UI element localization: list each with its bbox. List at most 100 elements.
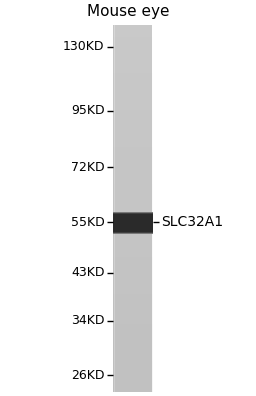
Bar	[115, 25, 139, 392]
Bar	[113, 269, 153, 276]
Bar	[113, 165, 153, 171]
Bar	[113, 337, 153, 343]
Text: 43KD: 43KD	[71, 266, 104, 279]
Bar	[113, 367, 153, 373]
Bar	[113, 306, 153, 312]
Text: 34KD: 34KD	[71, 314, 104, 327]
Bar	[114, 25, 129, 392]
Bar	[113, 251, 153, 257]
Bar	[114, 25, 121, 392]
Bar	[113, 380, 153, 386]
Bar	[115, 25, 148, 392]
Bar	[113, 25, 114, 392]
Bar	[114, 25, 124, 392]
Bar	[113, 147, 153, 153]
Bar	[113, 30, 153, 37]
Bar	[115, 25, 150, 392]
Bar	[113, 74, 153, 80]
Bar	[113, 276, 153, 282]
Bar	[114, 25, 122, 392]
Bar	[113, 104, 153, 110]
Bar	[115, 25, 152, 392]
Bar	[115, 25, 133, 392]
Bar	[115, 25, 141, 392]
Bar	[113, 25, 153, 30]
Bar	[113, 294, 153, 300]
Bar	[114, 25, 118, 392]
Bar	[113, 233, 153, 234]
Text: SLC32A1: SLC32A1	[162, 215, 223, 229]
Bar	[115, 25, 135, 392]
Bar	[115, 25, 144, 392]
Bar	[113, 227, 153, 233]
Bar	[113, 190, 153, 196]
Text: 26KD: 26KD	[71, 369, 104, 382]
Bar	[113, 141, 153, 147]
Bar	[115, 25, 147, 392]
Bar	[115, 25, 136, 392]
Bar	[113, 214, 153, 221]
Bar	[113, 312, 153, 318]
Bar	[115, 25, 146, 392]
Bar	[114, 25, 130, 392]
Bar	[113, 361, 153, 367]
Bar	[114, 25, 127, 392]
Bar	[113, 282, 153, 288]
Bar	[113, 232, 153, 234]
Bar	[113, 263, 153, 269]
Bar	[113, 67, 153, 74]
Bar	[114, 25, 123, 392]
Bar	[114, 25, 116, 392]
Bar	[113, 61, 153, 67]
Bar	[113, 245, 153, 251]
Bar	[115, 25, 142, 392]
Text: 130KD: 130KD	[63, 40, 104, 53]
Bar	[115, 25, 145, 392]
Bar	[113, 211, 153, 214]
Bar	[113, 171, 153, 177]
Bar	[114, 25, 125, 392]
Bar	[113, 288, 153, 294]
Bar	[113, 211, 153, 234]
Bar	[113, 55, 153, 61]
Bar	[114, 25, 117, 392]
Bar	[113, 300, 153, 306]
Bar	[113, 349, 153, 355]
Text: 55KD: 55KD	[71, 216, 104, 229]
Bar	[113, 318, 153, 324]
Bar	[115, 25, 149, 392]
Bar	[113, 92, 153, 98]
Bar	[113, 98, 153, 104]
Bar	[113, 355, 153, 361]
Bar	[113, 324, 153, 331]
Bar	[114, 25, 120, 392]
Bar	[113, 211, 153, 213]
Bar	[113, 110, 153, 116]
Bar	[113, 37, 153, 43]
Bar	[115, 25, 143, 392]
Bar	[113, 43, 153, 49]
Bar	[113, 239, 153, 245]
Bar	[115, 25, 140, 392]
Bar	[113, 135, 153, 141]
Bar	[113, 202, 153, 208]
Bar	[113, 221, 153, 227]
Bar	[113, 343, 153, 349]
Bar	[114, 25, 126, 392]
Bar	[114, 25, 115, 392]
Bar	[113, 184, 153, 190]
Bar	[113, 122, 153, 129]
Bar	[113, 257, 153, 263]
Bar	[114, 25, 128, 392]
Bar	[113, 208, 153, 214]
Bar	[113, 86, 153, 92]
Bar	[115, 25, 132, 392]
Bar	[113, 233, 153, 239]
Bar	[115, 25, 131, 392]
Bar	[113, 331, 153, 337]
Bar	[115, 25, 134, 392]
Bar	[115, 25, 137, 392]
Text: 95KD: 95KD	[71, 105, 104, 117]
Bar	[115, 25, 151, 392]
Bar	[113, 196, 153, 202]
